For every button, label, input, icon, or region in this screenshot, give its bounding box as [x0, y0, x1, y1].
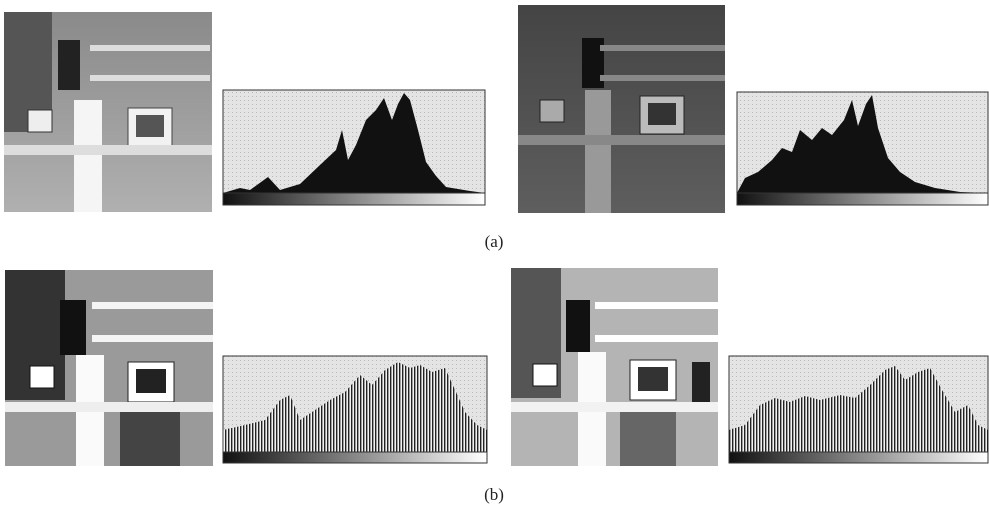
histogram	[222, 89, 486, 206]
caption: (b)	[484, 485, 504, 504]
photo	[511, 268, 718, 466]
photo	[5, 270, 213, 466]
photo	[518, 5, 725, 213]
histogram	[728, 355, 989, 464]
histogram	[222, 355, 488, 464]
histogram	[736, 91, 989, 206]
photo	[4, 12, 212, 212]
caption: (a)	[485, 232, 504, 251]
